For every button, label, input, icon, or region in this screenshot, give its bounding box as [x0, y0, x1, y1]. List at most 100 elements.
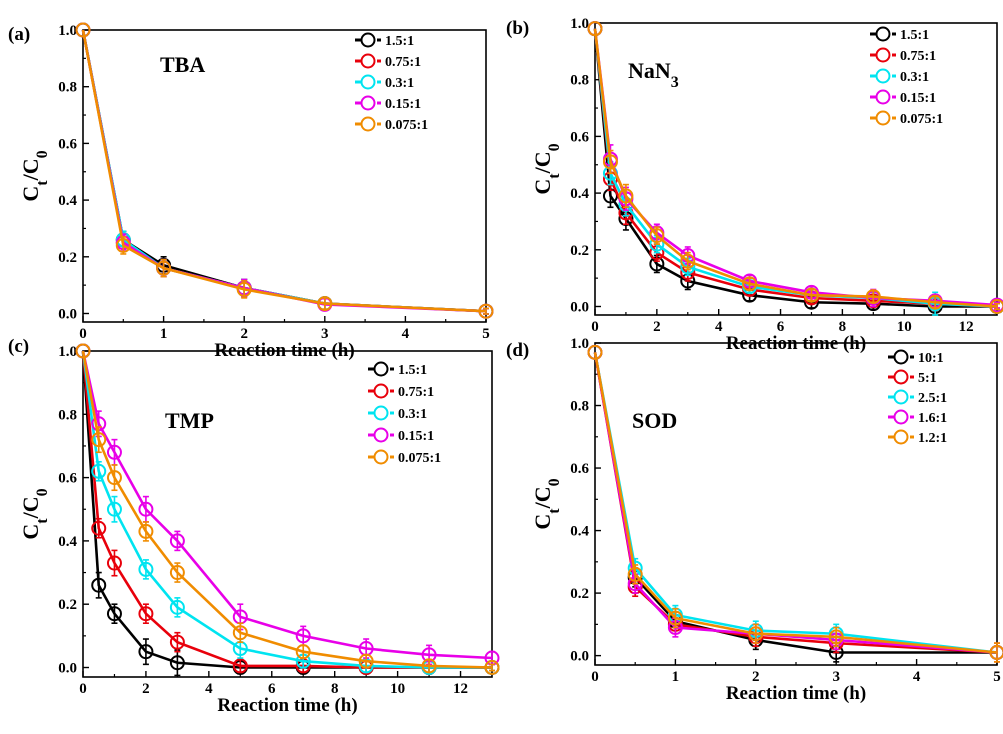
y-tick-label: 0.6 — [570, 461, 589, 477]
data-point — [138, 606, 154, 622]
data-point — [989, 644, 1003, 660]
x-tick-label: 10 — [390, 681, 405, 697]
x-tick-label: 3 — [321, 326, 329, 342]
data-point — [138, 501, 154, 517]
y-tick-label: 0.4 — [58, 534, 77, 550]
data-point — [667, 610, 683, 626]
data-point — [232, 625, 248, 641]
x-tick-label: 2 — [752, 669, 760, 685]
legend-marker — [373, 427, 389, 443]
y-tick-label: 0.4 — [58, 193, 77, 209]
x-tick-label: 0 — [79, 681, 87, 697]
legend-marker — [875, 68, 891, 84]
series-line — [81, 29, 487, 313]
legend-marker — [875, 89, 891, 105]
data-point — [927, 294, 943, 310]
y-tick-label: 0.8 — [570, 399, 589, 415]
data-point — [627, 566, 643, 582]
data-point — [169, 533, 185, 549]
legend-marker — [360, 32, 376, 48]
data-point — [106, 555, 122, 571]
panel-label: (d) — [506, 340, 529, 361]
data-point — [478, 303, 494, 319]
x-tick-label: 2 — [653, 319, 661, 335]
data-point — [358, 653, 374, 669]
data-point — [91, 432, 107, 448]
series-0.75:1 — [75, 22, 494, 319]
series-line — [593, 28, 997, 308]
plot-frame — [82, 29, 487, 323]
data-point — [828, 629, 844, 645]
legend-marker — [360, 74, 376, 90]
y-tick-label: 0.4 — [570, 186, 589, 202]
data-point — [618, 188, 634, 204]
data-point — [115, 237, 131, 253]
legend-label: 2.5:1 — [918, 391, 947, 406]
legend-marker — [373, 405, 389, 421]
data-point — [742, 276, 758, 292]
y-tick-label: 0.0 — [570, 649, 589, 665]
x-tick-label: 0 — [591, 669, 599, 685]
series-line — [593, 28, 998, 308]
legend-label: 0.3:1 — [398, 407, 427, 422]
series-1.5:1 — [75, 22, 494, 319]
series-line — [593, 28, 998, 308]
x-tick-label: 4 — [402, 326, 410, 342]
data-point — [989, 298, 1003, 314]
legend-marker — [373, 449, 389, 465]
data-point — [91, 577, 107, 593]
series-line — [81, 29, 487, 313]
y-axis-label: Ct/C0 — [530, 143, 563, 194]
legend-marker — [893, 409, 909, 425]
y-tick-label: 0.0 — [58, 306, 77, 322]
legend-marker — [893, 389, 909, 405]
y-tick-label: 0.8 — [58, 407, 77, 423]
x-tick-label: 4 — [913, 669, 921, 685]
panel-label: (a) — [8, 24, 30, 45]
y-tick-label: 0.2 — [58, 597, 77, 613]
data-point — [169, 599, 185, 615]
y-tick-label: 0.8 — [570, 73, 589, 89]
data-point — [649, 228, 665, 244]
data-point — [587, 21, 603, 37]
panel-title: SOD — [632, 408, 677, 433]
plot-frame — [82, 350, 493, 678]
legend-label: 1.2:1 — [918, 431, 947, 446]
data-point — [91, 520, 107, 536]
y-tick-label: 0.4 — [570, 524, 589, 540]
x-tick-label: 10 — [897, 319, 912, 335]
legend-marker — [875, 47, 891, 63]
data-point — [138, 561, 154, 577]
y-axis-label: Ct/C0 — [530, 478, 563, 529]
legend-label: 0.15:1 — [398, 429, 434, 444]
chart-panel-4: 0 1 2 3 4 5 0.0 0.2 0.4 0.6 0.8 1.0 Reaction time (h… — [506, 336, 1003, 704]
data-point — [138, 523, 154, 539]
y-tick-label: 0.0 — [58, 661, 77, 677]
data-point — [602, 154, 618, 170]
legend-label: 0.075:1 — [398, 451, 441, 466]
x-tick-label: 2 — [142, 681, 150, 697]
legend-marker — [373, 383, 389, 399]
series-line — [81, 29, 487, 313]
y-tick-label: 0.6 — [570, 129, 589, 145]
data-point — [106, 444, 122, 460]
legend-label: 0.75:1 — [385, 55, 421, 70]
data-point — [748, 626, 764, 642]
legend-marker — [875, 26, 891, 42]
legend-marker — [360, 53, 376, 69]
data-point — [295, 644, 311, 660]
y-tick-label: 1.0 — [58, 344, 77, 360]
x-tick-label: 3 — [832, 669, 840, 685]
data-point — [865, 289, 881, 305]
y-tick-label: 0.6 — [58, 471, 77, 487]
y-tick-label: 0.2 — [570, 243, 589, 259]
x-tick-label: 1 — [672, 669, 680, 685]
legend-label: 0.15:1 — [900, 91, 936, 106]
legend-marker — [893, 369, 909, 385]
legend-marker — [893, 429, 909, 445]
x-tick-label: 8 — [331, 681, 339, 697]
plot-frame — [594, 22, 998, 316]
data-point — [106, 470, 122, 486]
